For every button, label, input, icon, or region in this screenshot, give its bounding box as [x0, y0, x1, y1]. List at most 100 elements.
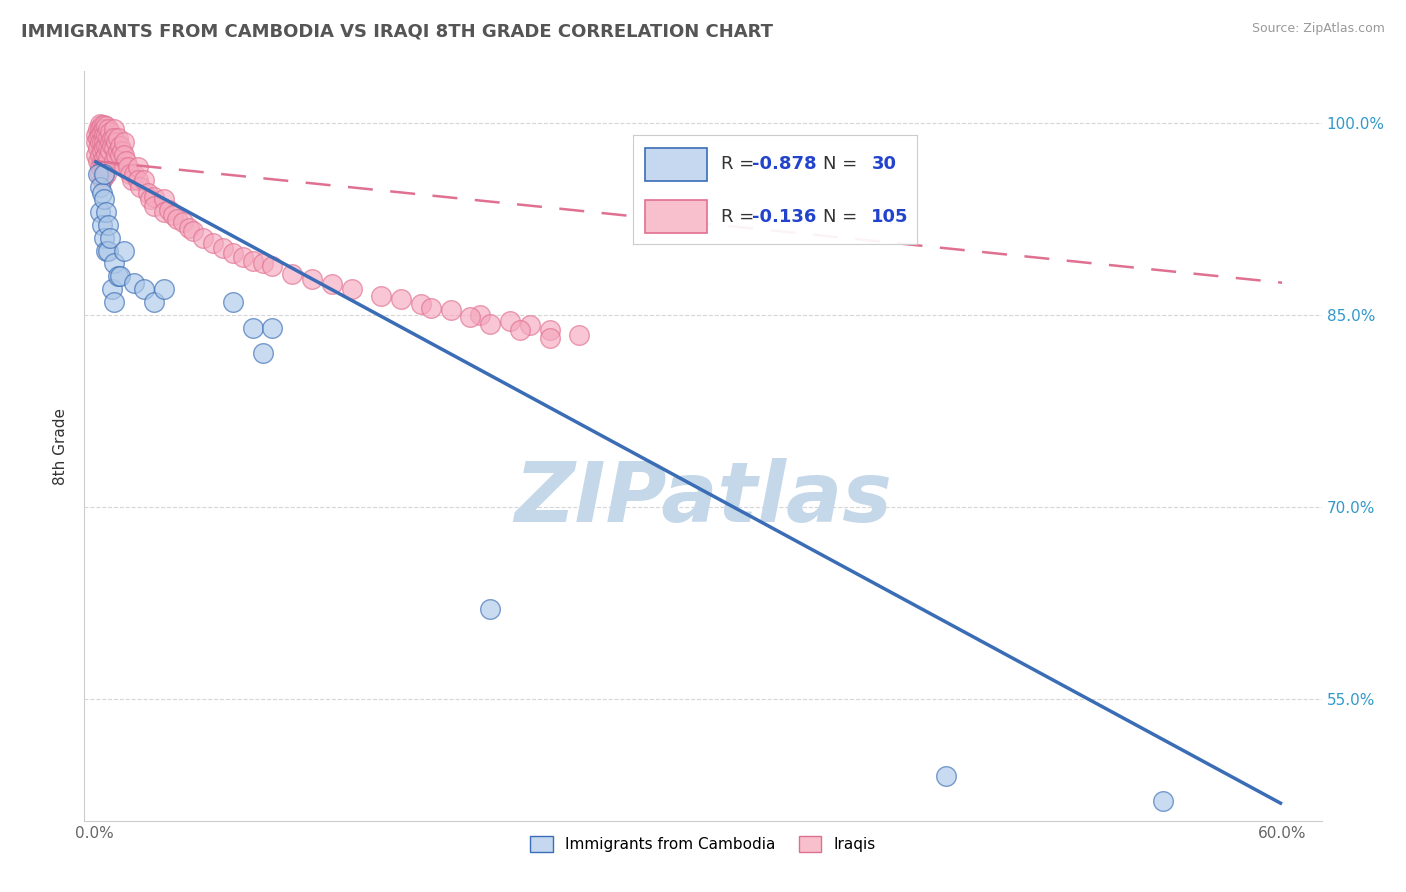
- Point: [87, 167, 110, 181]
- Point: [166, 211, 188, 226]
- Point: [132, 282, 155, 296]
- Point: [94, 167, 117, 181]
- Point: [222, 294, 245, 309]
- Point: [262, 259, 284, 273]
- Point: [108, 269, 131, 284]
- Point: [568, 328, 591, 343]
- Point: [94, 244, 117, 258]
- Point: [89, 179, 111, 194]
- Point: [172, 215, 194, 229]
- Text: N =: N =: [824, 155, 863, 173]
- Point: [101, 131, 124, 145]
- Point: [84, 135, 107, 149]
- Point: [84, 128, 107, 143]
- Point: [101, 138, 124, 153]
- Text: R =: R =: [721, 208, 761, 226]
- Point: [91, 144, 114, 158]
- Point: [89, 147, 111, 161]
- Point: [152, 193, 174, 207]
- Point: [93, 141, 115, 155]
- Point: [89, 122, 111, 136]
- Point: [87, 154, 110, 169]
- Point: [93, 161, 115, 175]
- Point: [122, 276, 145, 290]
- Point: [105, 147, 128, 161]
- Point: [91, 186, 114, 200]
- Point: [94, 147, 117, 161]
- Point: [252, 256, 274, 270]
- Text: N =: N =: [824, 208, 863, 226]
- Point: [89, 161, 111, 175]
- Point: [103, 294, 125, 309]
- Point: [479, 602, 502, 616]
- Point: [1152, 794, 1174, 808]
- Point: [222, 246, 245, 260]
- Point: [89, 205, 111, 219]
- Point: [112, 135, 135, 149]
- Point: [105, 135, 128, 149]
- Text: R =: R =: [721, 155, 761, 173]
- Point: [108, 147, 131, 161]
- Point: [281, 267, 304, 281]
- Point: [127, 173, 149, 187]
- Point: [103, 256, 125, 270]
- Point: [97, 152, 120, 166]
- Point: [538, 331, 561, 345]
- Point: [91, 124, 114, 138]
- Point: [191, 231, 214, 245]
- Point: [117, 161, 139, 175]
- Point: [128, 179, 150, 194]
- Point: [460, 310, 482, 325]
- Point: [132, 173, 155, 187]
- Point: [107, 144, 129, 158]
- Point: [389, 293, 412, 307]
- Point: [112, 244, 135, 258]
- FancyBboxPatch shape: [645, 201, 707, 234]
- Point: [91, 218, 114, 232]
- Text: -0.136: -0.136: [752, 208, 817, 226]
- Point: [409, 297, 432, 311]
- Point: [142, 199, 165, 213]
- Point: [103, 154, 125, 169]
- Point: [127, 161, 149, 175]
- Point: [84, 147, 107, 161]
- Point: [103, 122, 125, 136]
- Point: [87, 122, 110, 136]
- Point: [98, 144, 121, 158]
- Point: [89, 128, 111, 143]
- Point: [91, 154, 114, 169]
- Text: -0.878: -0.878: [752, 155, 817, 173]
- Point: [181, 224, 204, 238]
- Point: [519, 318, 541, 332]
- Point: [93, 193, 115, 207]
- Point: [93, 167, 115, 181]
- Text: ZIPatlas: ZIPatlas: [515, 458, 891, 539]
- Point: [89, 135, 111, 149]
- Point: [93, 152, 115, 166]
- Point: [93, 118, 115, 132]
- Point: [112, 147, 135, 161]
- Point: [152, 205, 174, 219]
- Point: [321, 277, 343, 291]
- Text: Source: ZipAtlas.com: Source: ZipAtlas.com: [1251, 22, 1385, 36]
- Text: IMMIGRANTS FROM CAMBODIA VS IRAQI 8TH GRADE CORRELATION CHART: IMMIGRANTS FROM CAMBODIA VS IRAQI 8TH GR…: [21, 22, 773, 40]
- Point: [159, 202, 181, 217]
- Point: [122, 167, 145, 181]
- Point: [136, 186, 159, 200]
- Point: [121, 173, 143, 187]
- Point: [142, 190, 165, 204]
- Point: [108, 138, 131, 153]
- Point: [93, 135, 115, 149]
- Point: [202, 235, 225, 250]
- Point: [152, 282, 174, 296]
- Point: [93, 169, 115, 184]
- Point: [97, 122, 120, 136]
- Point: [98, 135, 121, 149]
- Point: [97, 131, 120, 145]
- Point: [87, 131, 110, 145]
- Point: [93, 231, 115, 245]
- FancyBboxPatch shape: [645, 148, 707, 181]
- Point: [97, 141, 120, 155]
- Point: [103, 141, 125, 155]
- Point: [91, 163, 114, 178]
